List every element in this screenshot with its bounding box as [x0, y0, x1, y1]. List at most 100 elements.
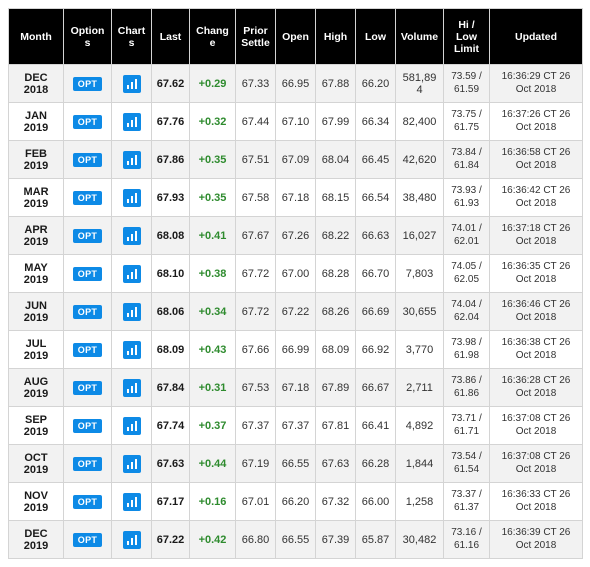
cell-updated: 16:37:18 CT 26 Oct 2018 — [490, 217, 583, 255]
col-header-open: Open — [276, 9, 316, 65]
cell-change: +0.31 — [190, 369, 236, 407]
table-row: AUG 2019OPT67.84+0.3167.5367.1867.8966.6… — [9, 369, 583, 407]
options-badge[interactable]: OPT — [73, 229, 102, 243]
options-badge[interactable]: OPT — [73, 343, 102, 357]
options-badge[interactable]: OPT — [73, 457, 102, 471]
cell-open: 67.18 — [276, 179, 316, 217]
col-header-high: High — [316, 9, 356, 65]
bar-chart-icon[interactable] — [123, 303, 141, 321]
cell-high: 67.32 — [316, 483, 356, 521]
cell-updated: 16:37:26 CT 26 Oct 2018 — [490, 103, 583, 141]
options-badge[interactable]: OPT — [73, 267, 102, 281]
cell-options: OPT — [64, 407, 112, 445]
cell-change: +0.37 — [190, 407, 236, 445]
cell-prior-settle: 67.33 — [236, 65, 276, 103]
bar-chart-icon[interactable] — [123, 379, 141, 397]
options-badge[interactable]: OPT — [73, 305, 102, 319]
cell-last: 67.86 — [152, 141, 190, 179]
cell-open: 66.55 — [276, 521, 316, 559]
cell-volume: 3,770 — [396, 331, 444, 369]
cell-prior-settle: 67.01 — [236, 483, 276, 521]
cell-hi-low-limit: 73.84 / 61.84 — [444, 141, 490, 179]
table-body: DEC 2018OPT67.62+0.2967.3366.9567.8866.2… — [9, 65, 583, 559]
cell-charts — [112, 255, 152, 293]
bar-chart-icon[interactable] — [123, 227, 141, 245]
cell-hi-low-limit: 74.05 / 62.05 — [444, 255, 490, 293]
cell-open: 67.22 — [276, 293, 316, 331]
bar-chart-icon[interactable] — [123, 75, 141, 93]
cell-change: +0.41 — [190, 217, 236, 255]
cell-options: OPT — [64, 65, 112, 103]
cell-hi-low-limit: 73.93 / 61.93 — [444, 179, 490, 217]
col-header-month: Month — [9, 9, 64, 65]
options-badge[interactable]: OPT — [73, 419, 102, 433]
cell-high: 67.81 — [316, 407, 356, 445]
options-badge[interactable]: OPT — [73, 191, 102, 205]
cell-high: 67.88 — [316, 65, 356, 103]
cell-hi-low-limit: 74.01 / 62.01 — [444, 217, 490, 255]
cell-prior-settle: 67.53 — [236, 369, 276, 407]
cell-options: OPT — [64, 521, 112, 559]
cell-hi-low-limit: 73.75 / 61.75 — [444, 103, 490, 141]
options-badge[interactable]: OPT — [73, 77, 102, 91]
cell-low: 66.45 — [356, 141, 396, 179]
cell-month: JUL 2019 — [9, 331, 64, 369]
cell-month: MAY 2019 — [9, 255, 64, 293]
cell-change: +0.32 — [190, 103, 236, 141]
cell-charts — [112, 103, 152, 141]
table-row: SEP 2019OPT67.74+0.3767.3767.3767.8166.4… — [9, 407, 583, 445]
options-badge[interactable]: OPT — [73, 533, 102, 547]
table-row: MAY 2019OPT68.10+0.3867.7267.0068.2866.7… — [9, 255, 583, 293]
cell-last: 68.10 — [152, 255, 190, 293]
options-badge[interactable]: OPT — [73, 381, 102, 395]
cell-change: +0.43 — [190, 331, 236, 369]
cell-low: 66.20 — [356, 65, 396, 103]
bar-chart-icon[interactable] — [123, 417, 141, 435]
cell-prior-settle: 67.19 — [236, 445, 276, 483]
col-header-prior: Prior Settle — [236, 9, 276, 65]
options-badge[interactable]: OPT — [73, 495, 102, 509]
cell-options: OPT — [64, 483, 112, 521]
table-row: OCT 2019OPT67.63+0.4467.1966.5567.6366.2… — [9, 445, 583, 483]
cell-low: 66.67 — [356, 369, 396, 407]
cell-updated: 16:36:28 CT 26 Oct 2018 — [490, 369, 583, 407]
cell-change: +0.29 — [190, 65, 236, 103]
cell-options: OPT — [64, 141, 112, 179]
cell-month: DEC 2019 — [9, 521, 64, 559]
cell-hi-low-limit: 73.59 / 61.59 — [444, 65, 490, 103]
bar-chart-icon[interactable] — [123, 151, 141, 169]
bar-chart-icon[interactable] — [123, 189, 141, 207]
cell-high: 68.04 — [316, 141, 356, 179]
cell-high: 68.26 — [316, 293, 356, 331]
cell-volume: 16,027 — [396, 217, 444, 255]
cell-updated: 16:36:35 CT 26 Oct 2018 — [490, 255, 583, 293]
cell-low: 65.87 — [356, 521, 396, 559]
cell-updated: 16:36:39 CT 26 Oct 2018 — [490, 521, 583, 559]
cell-last: 67.84 — [152, 369, 190, 407]
options-badge[interactable]: OPT — [73, 115, 102, 129]
cell-last: 68.08 — [152, 217, 190, 255]
cell-change: +0.38 — [190, 255, 236, 293]
bar-chart-icon[interactable] — [123, 493, 141, 511]
bar-chart-icon[interactable] — [123, 113, 141, 131]
cell-charts — [112, 521, 152, 559]
bar-chart-icon[interactable] — [123, 531, 141, 549]
bar-chart-icon[interactable] — [123, 455, 141, 473]
cell-change: +0.44 — [190, 445, 236, 483]
cell-open: 67.09 — [276, 141, 316, 179]
cell-open: 67.26 — [276, 217, 316, 255]
table-row: DEC 2018OPT67.62+0.2967.3366.9567.8866.2… — [9, 65, 583, 103]
cell-month: APR 2019 — [9, 217, 64, 255]
options-badge[interactable]: OPT — [73, 153, 102, 167]
cell-change: +0.42 — [190, 521, 236, 559]
cell-low: 66.69 — [356, 293, 396, 331]
bar-chart-icon[interactable] — [123, 341, 141, 359]
col-header-volume: Volume — [396, 9, 444, 65]
cell-hi-low-limit: 74.04 / 62.04 — [444, 293, 490, 331]
cell-prior-settle: 67.37 — [236, 407, 276, 445]
cell-volume: 30,655 — [396, 293, 444, 331]
cell-hi-low-limit: 73.54 / 61.54 — [444, 445, 490, 483]
cell-month: FEB 2019 — [9, 141, 64, 179]
bar-chart-icon[interactable] — [123, 265, 141, 283]
cell-options: OPT — [64, 217, 112, 255]
